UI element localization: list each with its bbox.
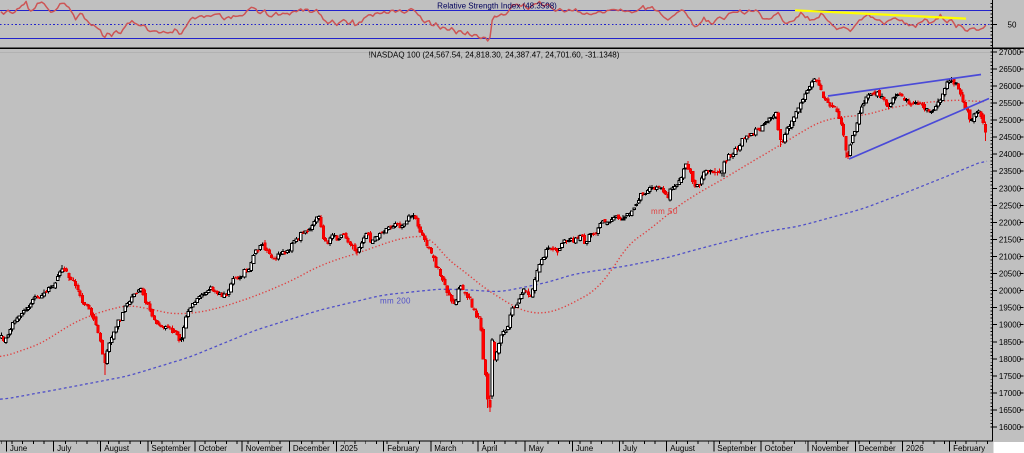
svg-text:24000: 24000 xyxy=(999,150,1022,159)
svg-text:August: August xyxy=(670,444,696,453)
svg-text:20500: 20500 xyxy=(999,270,1022,279)
svg-text:18500: 18500 xyxy=(999,338,1022,347)
svg-text:!NASDAQ 100 (24,567.54, 24,818: !NASDAQ 100 (24,567.54, 24,818.30, 24,38… xyxy=(369,51,620,60)
svg-text:November: November xyxy=(812,444,849,453)
svg-text:2025: 2025 xyxy=(340,444,358,453)
svg-text:June: June xyxy=(10,444,28,453)
svg-text:26000: 26000 xyxy=(999,82,1022,91)
svg-text:October: October xyxy=(199,444,228,453)
svg-text:February: February xyxy=(953,444,985,453)
svg-text:50: 50 xyxy=(1008,21,1017,30)
svg-text:December: December xyxy=(859,444,896,453)
svg-text:24500: 24500 xyxy=(999,133,1022,142)
svg-text:20000: 20000 xyxy=(999,287,1022,296)
svg-text:25500: 25500 xyxy=(999,99,1022,108)
svg-text:mm 50: mm 50 xyxy=(651,207,678,216)
svg-text:July: July xyxy=(57,444,71,453)
svg-text:19000: 19000 xyxy=(999,321,1022,330)
svg-text:June: June xyxy=(576,444,594,453)
svg-text:16000: 16000 xyxy=(999,423,1022,432)
svg-text:22000: 22000 xyxy=(999,218,1022,227)
svg-text:March: March xyxy=(434,444,456,453)
svg-text:September: September xyxy=(151,444,190,453)
svg-text:September: September xyxy=(717,444,756,453)
svg-text:23500: 23500 xyxy=(999,167,1022,176)
svg-text:21500: 21500 xyxy=(999,236,1022,245)
svg-text:October: October xyxy=(765,444,794,453)
svg-text:December: December xyxy=(293,444,330,453)
svg-text:26500: 26500 xyxy=(999,65,1022,74)
svg-text:22500: 22500 xyxy=(999,201,1022,210)
svg-text:April: April xyxy=(482,444,498,453)
svg-text:19500: 19500 xyxy=(999,304,1022,313)
svg-text:21000: 21000 xyxy=(999,253,1022,262)
svg-text:23000: 23000 xyxy=(999,184,1022,193)
svg-text:17000: 17000 xyxy=(999,389,1022,398)
svg-text:July: July xyxy=(623,444,637,453)
svg-text:Relative Strength Index (48.35: Relative Strength Index (48.3598) xyxy=(437,2,557,11)
svg-text:February: February xyxy=(387,444,419,453)
svg-text:August: August xyxy=(104,444,130,453)
svg-text:18000: 18000 xyxy=(999,355,1022,364)
svg-text:mm 200: mm 200 xyxy=(380,297,411,306)
svg-text:25000: 25000 xyxy=(999,116,1022,125)
svg-text:2026: 2026 xyxy=(906,444,924,453)
svg-text:27000: 27000 xyxy=(999,48,1022,57)
svg-text:May: May xyxy=(529,444,544,453)
svg-text:17500: 17500 xyxy=(999,372,1022,381)
svg-text:16500: 16500 xyxy=(999,406,1022,415)
svg-text:November: November xyxy=(246,444,283,453)
